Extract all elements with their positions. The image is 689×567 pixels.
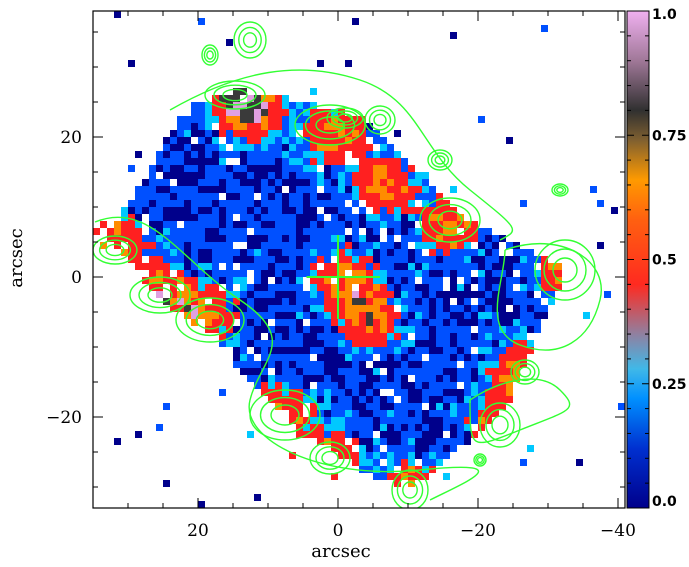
x-axis-title: arcsec: [311, 541, 370, 562]
colorbar-tick-label: 1.0: [652, 7, 677, 23]
x-tick-label: 0: [333, 521, 344, 541]
axis-tick-labels: 20 0 −20 −40 20 0 −20: [46, 128, 636, 541]
colorbar-labels: 0.0 0.25 0.5 0.75 1.0: [652, 7, 687, 510]
plot-frame: [92, 10, 626, 509]
x-tick-label: 20: [187, 521, 209, 541]
x-tick-label: −40: [600, 521, 636, 541]
x-tick-label: −20: [460, 521, 496, 541]
axis-ticks: [92, 11, 625, 508]
colorbar-tick-label: 0.0: [652, 494, 677, 510]
y-axis-title: arcsec: [6, 228, 27, 287]
y-tick-label: −20: [46, 408, 82, 428]
colorbar: 0.0 0.25 0.5 0.75 1.0: [626, 7, 687, 510]
colorbar-tick-label: 0.75: [652, 128, 687, 144]
image-area: [93, 11, 625, 508]
colorbar-tick-label: 0.5: [652, 253, 677, 269]
colorbar-tick-label: 0.25: [652, 377, 687, 393]
y-tick-label: 20: [60, 128, 82, 148]
colorbar-ticks: [627, 10, 649, 509]
contour-overlay: [93, 21, 602, 508]
y-tick-label: 0: [71, 268, 82, 288]
pixel-map: [93, 11, 625, 508]
